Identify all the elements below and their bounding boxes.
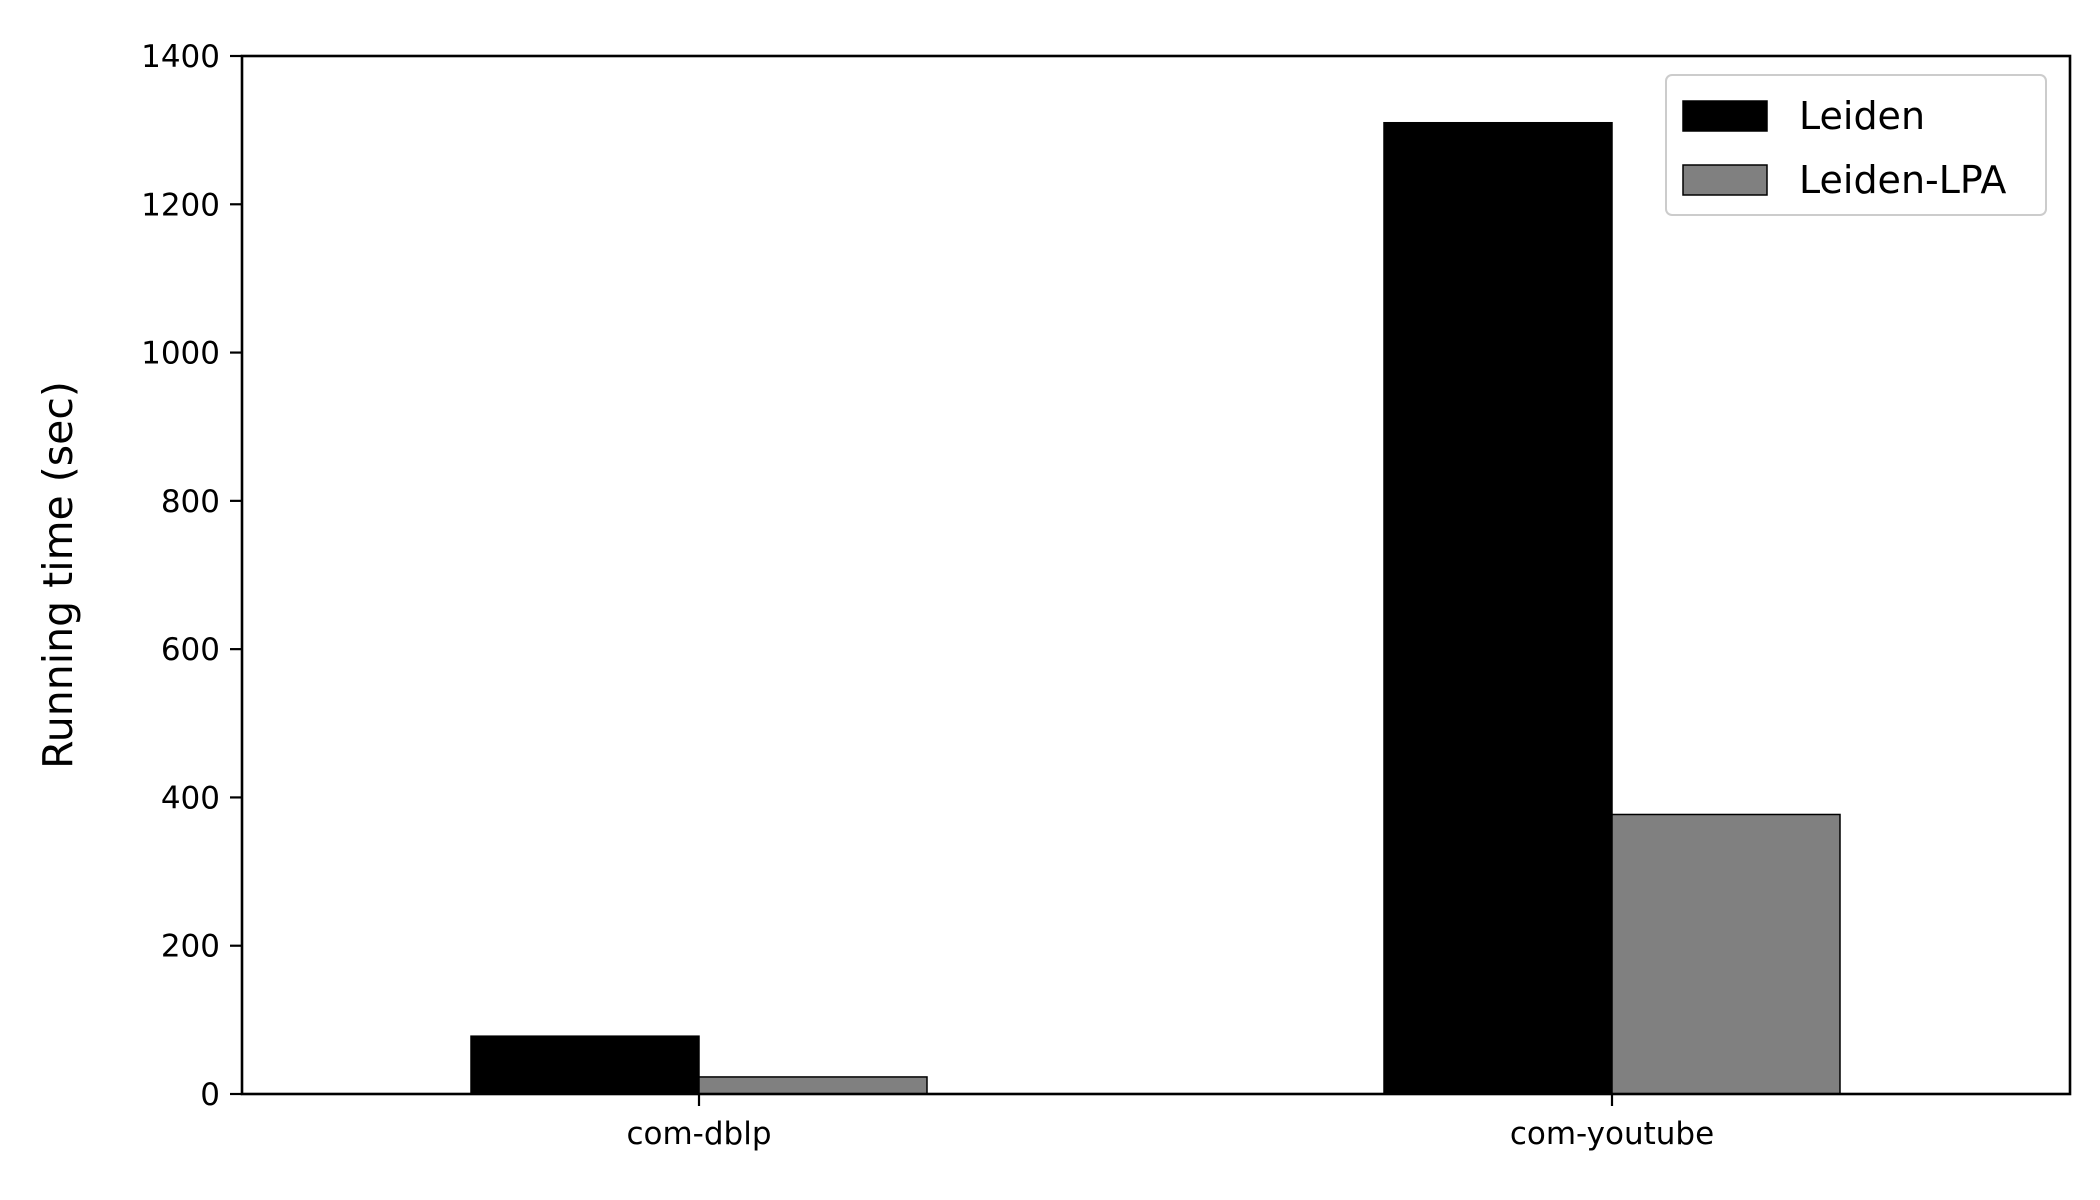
x-axis: com-dblp com-youtube: [626, 1094, 1714, 1152]
y-tick-label: 600: [161, 632, 220, 668]
y-tick-label: 200: [161, 929, 220, 965]
legend-label: Leiden: [1799, 94, 1925, 138]
legend-swatch: [1682, 100, 1768, 132]
y-tick-label: 1200: [141, 187, 220, 223]
x-tick-label: com-youtube: [1510, 1116, 1714, 1152]
y-axis-label: Running time (sec): [34, 381, 82, 769]
y-axis: 0 200 400 600 800 1000 1200 1400: [141, 39, 242, 1113]
y-tick-label: 800: [161, 484, 220, 520]
bar-leiden-lpa-com-youtube: [1611, 813, 1841, 1095]
y-tick-label: 400: [161, 780, 220, 816]
legend-label: Leiden-LPA: [1799, 158, 2006, 202]
x-tick-label: com-dblp: [626, 1116, 771, 1152]
y-tick-label: 1000: [141, 336, 220, 372]
bar-leiden-com-youtube: [1383, 121, 1613, 1095]
y-tick-label: 1400: [141, 39, 220, 75]
plot-frame: [240, 54, 2072, 1096]
legend: Leiden Leiden-LPA: [1665, 74, 2047, 216]
bar-leiden-lpa-com-dblp: [698, 1076, 928, 1095]
legend-swatch: [1682, 164, 1768, 196]
bars-group: [470, 121, 1841, 1095]
y-tick-label: 0: [200, 1077, 220, 1113]
bar-leiden-com-dblp: [470, 1035, 700, 1095]
